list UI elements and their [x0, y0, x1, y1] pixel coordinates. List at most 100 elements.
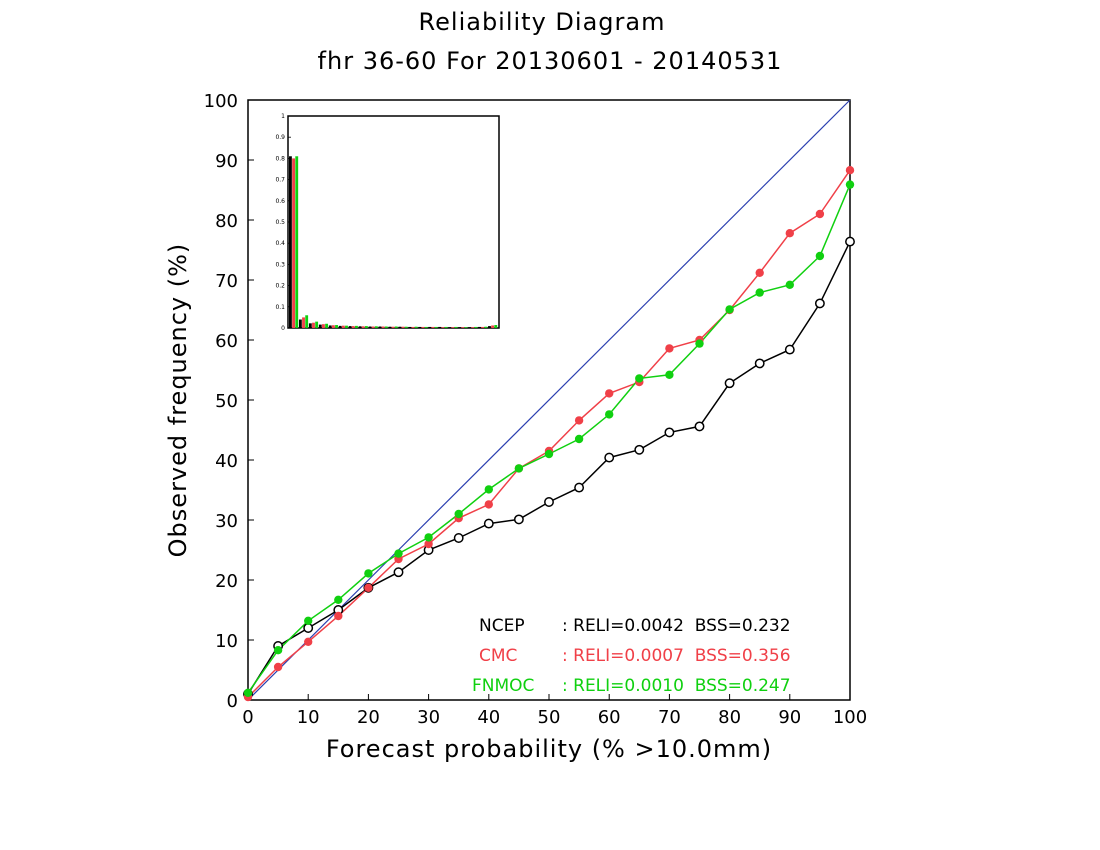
inset-y-tick-label: 0.9: [275, 134, 285, 141]
point-fnmoc: [424, 533, 433, 542]
point-ncep: [544, 497, 554, 507]
point-fnmoc: [845, 180, 855, 189]
inset-bar-cmc: [481, 326, 485, 328]
inset-bar-fnmoc: [364, 326, 368, 328]
inset-bar-ncep: [428, 326, 432, 328]
legend-name-cmc: CMC: [479, 646, 517, 666]
point-fnmoc: [364, 569, 373, 578]
point-cmc: [785, 229, 794, 238]
y-tick-label: 20: [215, 571, 238, 592]
inset-bars: [289, 156, 498, 328]
point-cmc: [845, 166, 855, 175]
inset-bar-cmc: [341, 325, 345, 328]
inset-bar-fnmoc: [374, 326, 378, 328]
point-cmc: [815, 209, 825, 219]
x-tick-label: 70: [658, 707, 681, 728]
inset-y-tick-label: 0.5: [275, 219, 285, 226]
inset-histogram: 0 0.1 0.2 0.3 0.4 0.5 0.6 0.7 0.8 0.9 1: [275, 113, 500, 332]
point-fnmoc: [695, 339, 704, 348]
y-axis: 0 10 20 30 40 50 60 70 80 90 100: [204, 91, 254, 712]
legend-stats-cmc: : RELI=0.0007 BSS=0.356: [562, 646, 791, 666]
point-fnmoc: [725, 305, 734, 314]
chart-title: Reliability Diagram: [419, 8, 666, 36]
x-tick-label: 50: [538, 707, 561, 728]
point-ncep: [814, 298, 825, 309]
inset-bar-fnmoc: [305, 315, 309, 328]
point-ncep: [634, 444, 645, 455]
inset-bar-fnmoc: [484, 326, 488, 328]
inset-bar-cmc: [471, 327, 475, 328]
inset-bar-fnmoc: [335, 325, 338, 328]
inset-bar-ncep: [418, 326, 422, 328]
point-ncep: [483, 518, 494, 529]
inset-bar-fnmoc: [394, 326, 398, 328]
inset-bar-ncep: [298, 319, 302, 328]
series-layer: [243, 99, 855, 702]
inset-y-tick-label: 0.1: [275, 304, 285, 311]
y-tick-label: 10: [215, 631, 238, 652]
point-fnmoc: [304, 616, 313, 625]
inset-bar-fnmoc: [454, 326, 458, 328]
point-cmc: [304, 637, 313, 646]
inset-bar-cmc: [312, 322, 315, 328]
point-ncep: [724, 378, 735, 389]
inset-bar-fnmoc: [424, 326, 428, 328]
inset-bar-cmc: [401, 326, 405, 328]
inset-bar-fnmoc: [355, 325, 358, 328]
y-axis-title: Observed frequency (%): [164, 243, 192, 558]
inset-bar-cmc: [292, 158, 296, 328]
point-ncep: [604, 452, 615, 463]
inset-bar-ncep: [398, 326, 402, 328]
point-cmc: [273, 662, 283, 672]
inset-bar-ncep: [358, 326, 362, 328]
point-ncep: [303, 623, 314, 633]
y-tick-label: 80: [215, 211, 238, 232]
inset-bar-fnmoc: [474, 326, 478, 328]
inset-bar-ncep: [458, 327, 462, 328]
point-fnmoc: [484, 485, 493, 494]
inset-y-tick-label: 0.2: [275, 283, 285, 290]
point-fnmoc: [394, 549, 403, 558]
inset-bar-fnmoc: [295, 156, 299, 328]
point-fnmoc: [544, 449, 554, 459]
point-fnmoc: [454, 509, 463, 519]
inset-bar-cmc: [421, 326, 425, 328]
y-tick-label: 0: [227, 691, 238, 712]
inset-bar-cmc: [361, 326, 365, 328]
point-cmc: [605, 389, 614, 398]
point-fnmoc: [243, 688, 253, 697]
point-fnmoc: [574, 434, 584, 444]
point-ncep: [694, 421, 705, 432]
inset-frame: [287, 115, 500, 329]
point-ncep: [513, 514, 524, 525]
inset-bar-ncep: [388, 326, 392, 328]
y-tick-label: 60: [215, 331, 238, 352]
point-fnmoc: [334, 595, 343, 604]
y-tick-label: 100: [204, 91, 238, 112]
inset-y-tick-label: 0.8: [275, 155, 285, 162]
legend-stats-fnmoc: : RELI=0.0010 BSS=0.247: [562, 676, 791, 696]
point-fnmoc: [605, 410, 614, 419]
inset-bar-cmc: [331, 325, 335, 328]
legend: NCEP : RELI=0.0042 BSS=0.232 CMC : RELI=…: [472, 616, 791, 696]
perfect-reliability-line: [247, 99, 851, 701]
inset-bar-fnmoc: [494, 325, 498, 328]
chart-subtitle: fhr 36-60 For 20130601 - 20140531: [318, 47, 783, 75]
point-cmc: [574, 416, 584, 425]
inset-bar-cmc: [351, 326, 355, 328]
point-cmc: [334, 611, 343, 621]
point-ncep: [664, 427, 675, 438]
x-axis-title: Forecast probability (% >10.0mm): [326, 735, 772, 763]
inset-bar-fnmoc: [434, 326, 438, 328]
x-tick-label: 30: [417, 707, 440, 728]
y-tick-label: 30: [215, 511, 238, 532]
point-ncep: [393, 567, 404, 578]
inset-bar-ncep: [289, 156, 292, 328]
point-fnmoc: [273, 646, 283, 655]
inset-bar-cmc: [411, 326, 415, 328]
point-ncep: [574, 482, 585, 493]
inset-bar-ncep: [438, 326, 442, 328]
point-ncep: [784, 344, 795, 355]
x-axis: 0 10 20 30 40 50 60 70 80 90 100: [242, 694, 867, 728]
